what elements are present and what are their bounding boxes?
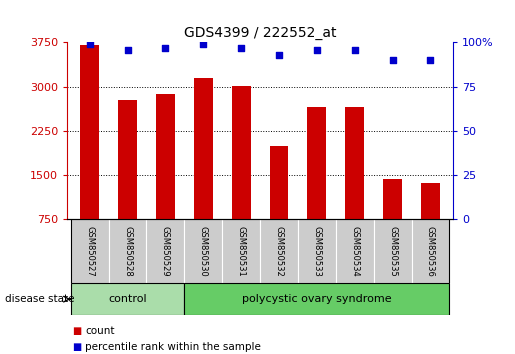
Bar — [383, 179, 402, 219]
Point — [85, 41, 94, 47]
Bar — [118, 100, 137, 219]
Text: GSM850535: GSM850535 — [388, 226, 397, 277]
Text: GSM850534: GSM850534 — [350, 226, 359, 277]
Text: polycystic ovary syndrome: polycystic ovary syndrome — [242, 294, 392, 304]
Text: GSM850536: GSM850536 — [426, 226, 435, 277]
Bar — [336, 219, 374, 283]
Bar — [232, 86, 251, 219]
Text: control: control — [108, 294, 147, 304]
Text: GSM850529: GSM850529 — [161, 226, 170, 277]
Point — [351, 47, 359, 52]
Text: GSM850528: GSM850528 — [123, 226, 132, 277]
Text: GSM850527: GSM850527 — [85, 226, 94, 277]
Bar — [269, 146, 288, 219]
Bar — [184, 283, 450, 315]
Point — [161, 45, 169, 51]
Text: GSM850530: GSM850530 — [199, 226, 208, 277]
Bar — [222, 219, 260, 283]
Bar — [80, 45, 99, 219]
Text: ■: ■ — [72, 326, 81, 336]
Title: GDS4399 / 222552_at: GDS4399 / 222552_at — [184, 26, 336, 40]
Bar — [109, 219, 146, 283]
Bar — [146, 219, 184, 283]
Bar — [374, 219, 411, 283]
Bar — [71, 219, 109, 283]
Text: GSM850532: GSM850532 — [274, 226, 284, 277]
Bar — [260, 219, 298, 283]
Bar — [345, 107, 364, 219]
Bar — [71, 283, 184, 315]
Point — [313, 47, 321, 52]
Text: percentile rank within the sample: percentile rank within the sample — [85, 342, 261, 352]
Bar — [421, 183, 440, 219]
Text: ■: ■ — [72, 342, 81, 352]
Text: disease state: disease state — [5, 294, 75, 304]
Text: count: count — [85, 326, 114, 336]
Point — [388, 57, 397, 63]
Bar — [307, 107, 327, 219]
Point — [275, 52, 283, 58]
Text: GSM850531: GSM850531 — [236, 226, 246, 277]
Point — [237, 45, 245, 51]
Bar — [411, 219, 450, 283]
Bar — [184, 219, 222, 283]
Point — [124, 47, 132, 52]
Point — [199, 41, 208, 47]
Bar — [194, 78, 213, 219]
Bar — [298, 219, 336, 283]
Point — [426, 57, 435, 63]
Bar — [156, 95, 175, 219]
Text: GSM850533: GSM850533 — [313, 226, 321, 277]
